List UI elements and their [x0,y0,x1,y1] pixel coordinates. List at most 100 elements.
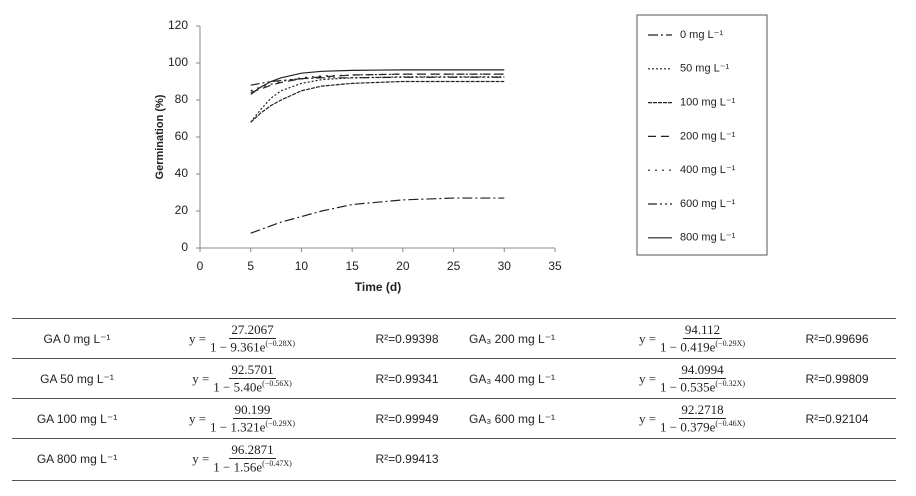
numerator: 94.0994 [679,362,726,380]
equation: y = 94.112 1 − 0.419e(−0.29X) [582,319,802,359]
equation: y = 96.2871 1 − 1.56e(−0.47X) [142,439,342,479]
denominator-wrap: 1 − 0.535e(−0.32X) [660,379,745,395]
denominator-wrap: 1 − 9.361e(−0.28X) [210,339,295,355]
y-tick-label: 80 [175,92,189,106]
exponent: (−0.28X) [265,339,296,349]
fraction: 96.2871 1 − 1.56e(−0.47X) [213,442,291,475]
denominator-wrap: 1 − 0.419e(−0.29X) [660,339,745,355]
fraction: 94.112 1 − 0.419e(−0.29X) [660,322,745,355]
fraction: 90.199 1 − 1.321e(−0.29X) [210,402,295,435]
exponent: (−0.32X) [715,379,746,389]
chart: Germination (%) Time (d) 0 20 40 60 80 100 120… [154,14,768,294]
y-tick-label: 60 [175,129,189,143]
denominator-wrap: 1 − 5.40e(−0.56X) [213,379,291,395]
denominator-wrap: 1 − 1.321e(−0.29X) [210,419,295,435]
r-squared: R²=0.99696 [805,332,869,346]
x-tick-label: 5 [247,259,254,273]
legend-label: 800 mg L⁻¹ [680,232,736,244]
legend-box [636,14,768,256]
row-rule [12,398,896,399]
denominator-wrap: 1 − 0.379e(−0.46X) [660,419,745,435]
equation-lhs: y = [638,411,657,426]
r-squared: R²=0.92104 [805,412,869,426]
row-label: GA₃ 600 mg L⁻¹ [469,412,555,426]
numerator: 27.2067 [229,322,276,340]
x-tick-label: 30 [498,259,512,273]
exponent: (−0.29X) [715,339,746,349]
legend-label: 600 mg L⁻¹ [680,198,736,210]
r-squared: R²=0.99341 [375,372,439,386]
numerator: 94.112 [682,322,723,340]
denominator: 1 − 0.419e [660,339,716,355]
fraction: 94.0994 1 − 0.535e(−0.32X) [660,362,745,395]
equation-table: GA 0 mg L⁻¹ y = 27.2067 1 − 9.361e(−0.28X) R… [12,318,896,482]
fraction: 92.5701 1 − 5.40e(−0.56X) [213,362,291,395]
numerator: 92.5701 [229,362,276,380]
series-line [250,76,505,86]
x-tick-label: 15 [345,259,359,273]
denominator: 1 − 0.535e [660,379,716,395]
equation-lhs: y = [188,331,207,346]
numerator: 96.2871 [229,442,276,460]
y-axis-title: Germination (%) [154,94,166,179]
exponent: (−0.56X) [262,379,292,389]
series-line [250,76,505,123]
y-tick-label: 120 [168,18,188,32]
row-label: GA₃ 400 mg L⁻¹ [469,372,555,386]
denominator-wrap: 1 − 1.56e(−0.47X) [213,459,291,475]
series-line [250,197,505,234]
x-tick-label: 10 [295,259,309,273]
legend-label: 50 mg L⁻¹ [680,63,730,75]
row-rule [12,438,896,439]
legend-label: 200 mg L⁻¹ [680,130,736,142]
equation-lhs: y = [638,331,657,346]
row-rule [12,480,896,481]
y-tick-label: 40 [175,166,189,180]
x-tick-label: 35 [548,259,562,273]
x-tick-label: 20 [396,259,410,273]
denominator: 1 − 1.56e [213,459,263,475]
equation-lhs: y = [192,451,210,466]
denominator: 1 − 5.40e [213,379,263,395]
fraction: 27.2067 1 − 9.361e(−0.28X) [210,322,295,355]
row-label: GA 0 mg L⁻¹ [43,332,111,346]
series-line [250,73,505,94]
numerator: 90.199 [232,402,273,420]
equation: y = 94.0994 1 − 0.535e(−0.32X) [582,359,802,399]
exponent: (−0.29X) [265,419,296,429]
row-label: GA 800 mg L⁻¹ [36,452,118,466]
r-squared: R²=0.99398 [375,332,439,346]
series-line [250,80,505,123]
row-label: GA₃ 200 mg L⁻¹ [469,332,555,346]
row-rule [12,358,896,359]
fraction: 92.2718 1 − 0.379e(−0.46X) [660,402,745,435]
y-tick-label: 0 [181,240,188,254]
legend-label: 0 mg L⁻¹ [680,29,723,41]
x-tick-label: 25 [447,259,461,273]
legend-label: 400 mg L⁻¹ [680,164,736,176]
r-squared: R²=0.99809 [805,372,869,386]
denominator: 1 − 9.361e [210,339,266,355]
numerator: 92.2718 [679,402,726,420]
equation: y = 92.5701 1 − 5.40e(−0.56X) [142,359,342,399]
equation: y = 27.2067 1 − 9.361e(−0.28X) [142,319,342,359]
equation: y = 90.199 1 − 1.321e(−0.29X) [142,399,342,439]
denominator: 1 − 0.379e [660,419,716,435]
row-label: GA 50 mg L⁻¹ [40,372,114,386]
exponent: (−0.47X) [262,459,292,469]
y-tick-label: 100 [168,55,188,69]
equation-lhs: y = [638,371,657,386]
r-squared: R²=0.99949 [375,412,439,426]
y-tick-label: 20 [175,203,189,217]
denominator: 1 − 1.321e [210,419,266,435]
legend-label: 100 mg L⁻¹ [680,97,736,109]
x-axis-title: Time (d) [355,280,401,294]
exponent: (−0.46X) [715,419,746,429]
equation-lhs: y = [192,371,210,386]
equation: y = 92.2718 1 − 0.379e(−0.46X) [582,399,802,439]
row-rule [12,318,896,319]
r-squared: R²=0.99413 [375,452,439,466]
series-line [250,69,505,95]
row-label: GA 100 mg L⁻¹ [36,412,118,426]
